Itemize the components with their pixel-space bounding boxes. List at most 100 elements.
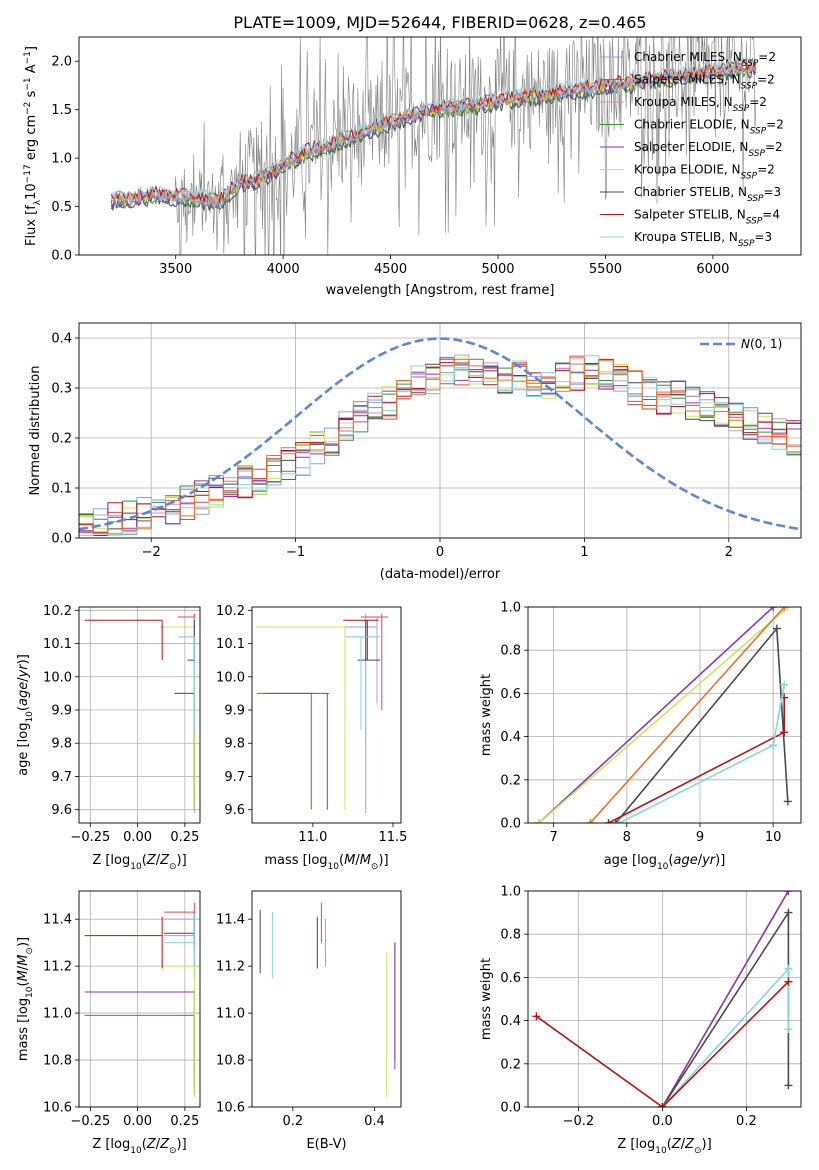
y-tick-label: 0.0 xyxy=(500,1101,521,1116)
label-part: ( xyxy=(339,853,344,868)
label-part: Z [log xyxy=(617,1137,655,1152)
y-tick-label: 11.4 xyxy=(216,913,245,928)
ageZ-plot-area xyxy=(84,613,195,814)
label-part: 10 xyxy=(130,1146,142,1156)
y-tick-label: 0.0 xyxy=(51,249,72,264)
weightAge-path xyxy=(608,697,785,823)
weightZ-path xyxy=(661,891,790,1107)
y-tick-label: 11.0 xyxy=(43,1007,72,1022)
y-tick-label: 10.0 xyxy=(43,670,72,685)
y-tick-label: 11.0 xyxy=(216,1007,245,1022)
weightZ-path xyxy=(661,909,790,1107)
normal-legend-label: N(0, 1) xyxy=(741,337,782,351)
y-tick-label: 0.2 xyxy=(500,1057,521,1072)
weightZ-marker xyxy=(532,1012,541,1021)
legend-label: Salpeter ELODIE, NSSP=2 xyxy=(634,140,783,159)
label-part: age [log xyxy=(604,853,657,868)
weightAge-marker xyxy=(534,819,543,823)
residual-ylabel: Normed distribution xyxy=(28,366,43,496)
legend-label: Kroupa STELIB, NSSP=3 xyxy=(634,230,772,249)
legend-suffix: =2 xyxy=(757,163,775,177)
legend-text: Salpeter STELIB, N xyxy=(634,208,746,222)
x-tick-label: 3500 xyxy=(159,262,192,277)
weightAge-marker xyxy=(780,607,789,611)
label-part: ( xyxy=(142,1137,147,1152)
y-tick-label: 9.9 xyxy=(224,704,245,719)
x-tick-label: 7 xyxy=(549,830,557,845)
y-tick-label: 0.8 xyxy=(500,644,521,659)
legend-label: Chabrier STELIB, NSSP=3 xyxy=(634,185,781,204)
label-part: 10 xyxy=(25,711,35,723)
y-tick-label: 10.8 xyxy=(216,1054,245,1069)
label-part: ( xyxy=(668,853,673,868)
residual-plot-area xyxy=(79,337,801,538)
label-part: λ xyxy=(33,199,43,205)
legend-sub: SSP xyxy=(741,172,758,182)
legend-text: Kroupa MILES, N xyxy=(634,95,733,109)
label-part: 10 xyxy=(130,862,142,872)
weightAge-marker xyxy=(783,797,792,806)
weightAge-marker xyxy=(769,607,778,611)
label-part: / xyxy=(698,853,703,868)
spectrum-frame xyxy=(78,36,802,256)
x-tick-label: 0.2 xyxy=(282,1114,303,1129)
y-tick-label: 10.1 xyxy=(43,637,72,652)
label-part: M xyxy=(360,853,371,868)
y-tick-label: 0.0 xyxy=(500,817,521,832)
x-tick-label: 0.00 xyxy=(123,830,152,845)
y-tick-label: 9.6 xyxy=(224,803,245,818)
residual-histogram xyxy=(79,357,801,538)
legend-text: Kroupa STELIB, N xyxy=(634,230,738,244)
ageZ-frame xyxy=(78,606,201,824)
weightZ-frame xyxy=(527,890,802,1108)
legend-suffix: =3 xyxy=(754,230,772,244)
weightAge-path xyxy=(538,607,774,823)
y-tick-label: 0.6 xyxy=(500,687,521,702)
weightZ-marker xyxy=(784,977,793,986)
label-part: age [log xyxy=(16,723,31,776)
legend-sub: SSP xyxy=(742,59,759,69)
massZ-xlabel: Z [log10(Z/Z⊙)] xyxy=(92,1137,186,1156)
label-part: Z [log xyxy=(92,853,130,868)
y-tick-label: 9.8 xyxy=(51,737,72,752)
legend-label: Kroupa ELODIE, NSSP=2 xyxy=(634,163,775,182)
legend-text: Salpeter MILES, N xyxy=(634,73,741,87)
ageZ-xlabel: Z [log10(Z/Z⊙)] xyxy=(92,853,186,872)
label-part: A xyxy=(24,64,39,77)
legend-suffix: =2 xyxy=(765,140,783,154)
label-part: ⊙ xyxy=(371,862,379,872)
axes-age_vs_Z: −0.25 0.00 0.25 9.6 9.7 9.8 9.9 10.0 10.1 10.2 xyxy=(43,604,200,845)
label-part: Z xyxy=(146,853,157,868)
y-tick-label: 9.9 xyxy=(51,704,72,719)
legend-text: Kroupa ELODIE, N xyxy=(634,163,741,177)
label-part: / xyxy=(16,677,31,682)
weightZ-marker xyxy=(658,1103,667,1107)
weightZ-plot-area xyxy=(532,891,793,1107)
label-part: 10 xyxy=(655,1146,667,1156)
x-tick-label: 5500 xyxy=(589,262,622,277)
label-part: −1 xyxy=(23,77,33,90)
weightZ-marker xyxy=(784,908,793,917)
label-part: ⊙ xyxy=(169,862,177,872)
label-part: mass [log xyxy=(264,853,327,868)
x-tick-label: 0.0 xyxy=(652,1114,673,1129)
weightAge-marker xyxy=(783,607,792,611)
axes-mass_weight_vs_age: 7 8 9 10 0.0 0.2 0.4 0.6 0.8 1.0 xyxy=(500,601,801,845)
residual-xlabel: (data-model)/error xyxy=(380,567,501,582)
y-tick-label: 0.4 xyxy=(500,1014,521,1029)
y-tick-label: 10.8 xyxy=(43,1054,72,1069)
ageMass-frame xyxy=(251,606,402,824)
x-tick-label: 0.25 xyxy=(170,830,199,845)
label-part: )] xyxy=(177,1137,187,1152)
y-tick-label: 2.0 xyxy=(51,55,72,70)
legend-text: Salpeter ELODIE, N xyxy=(634,140,748,154)
label-part: / xyxy=(681,1137,686,1152)
label-part: yr xyxy=(701,853,717,868)
weightAge-marker xyxy=(611,819,620,823)
ageMass-plot-area xyxy=(255,613,389,814)
label-part: age xyxy=(16,682,31,706)
legend-label: Chabrier ELODIE, NSSP=2 xyxy=(634,118,784,137)
label-part: / xyxy=(156,853,161,868)
label-part: Z xyxy=(671,1137,682,1152)
